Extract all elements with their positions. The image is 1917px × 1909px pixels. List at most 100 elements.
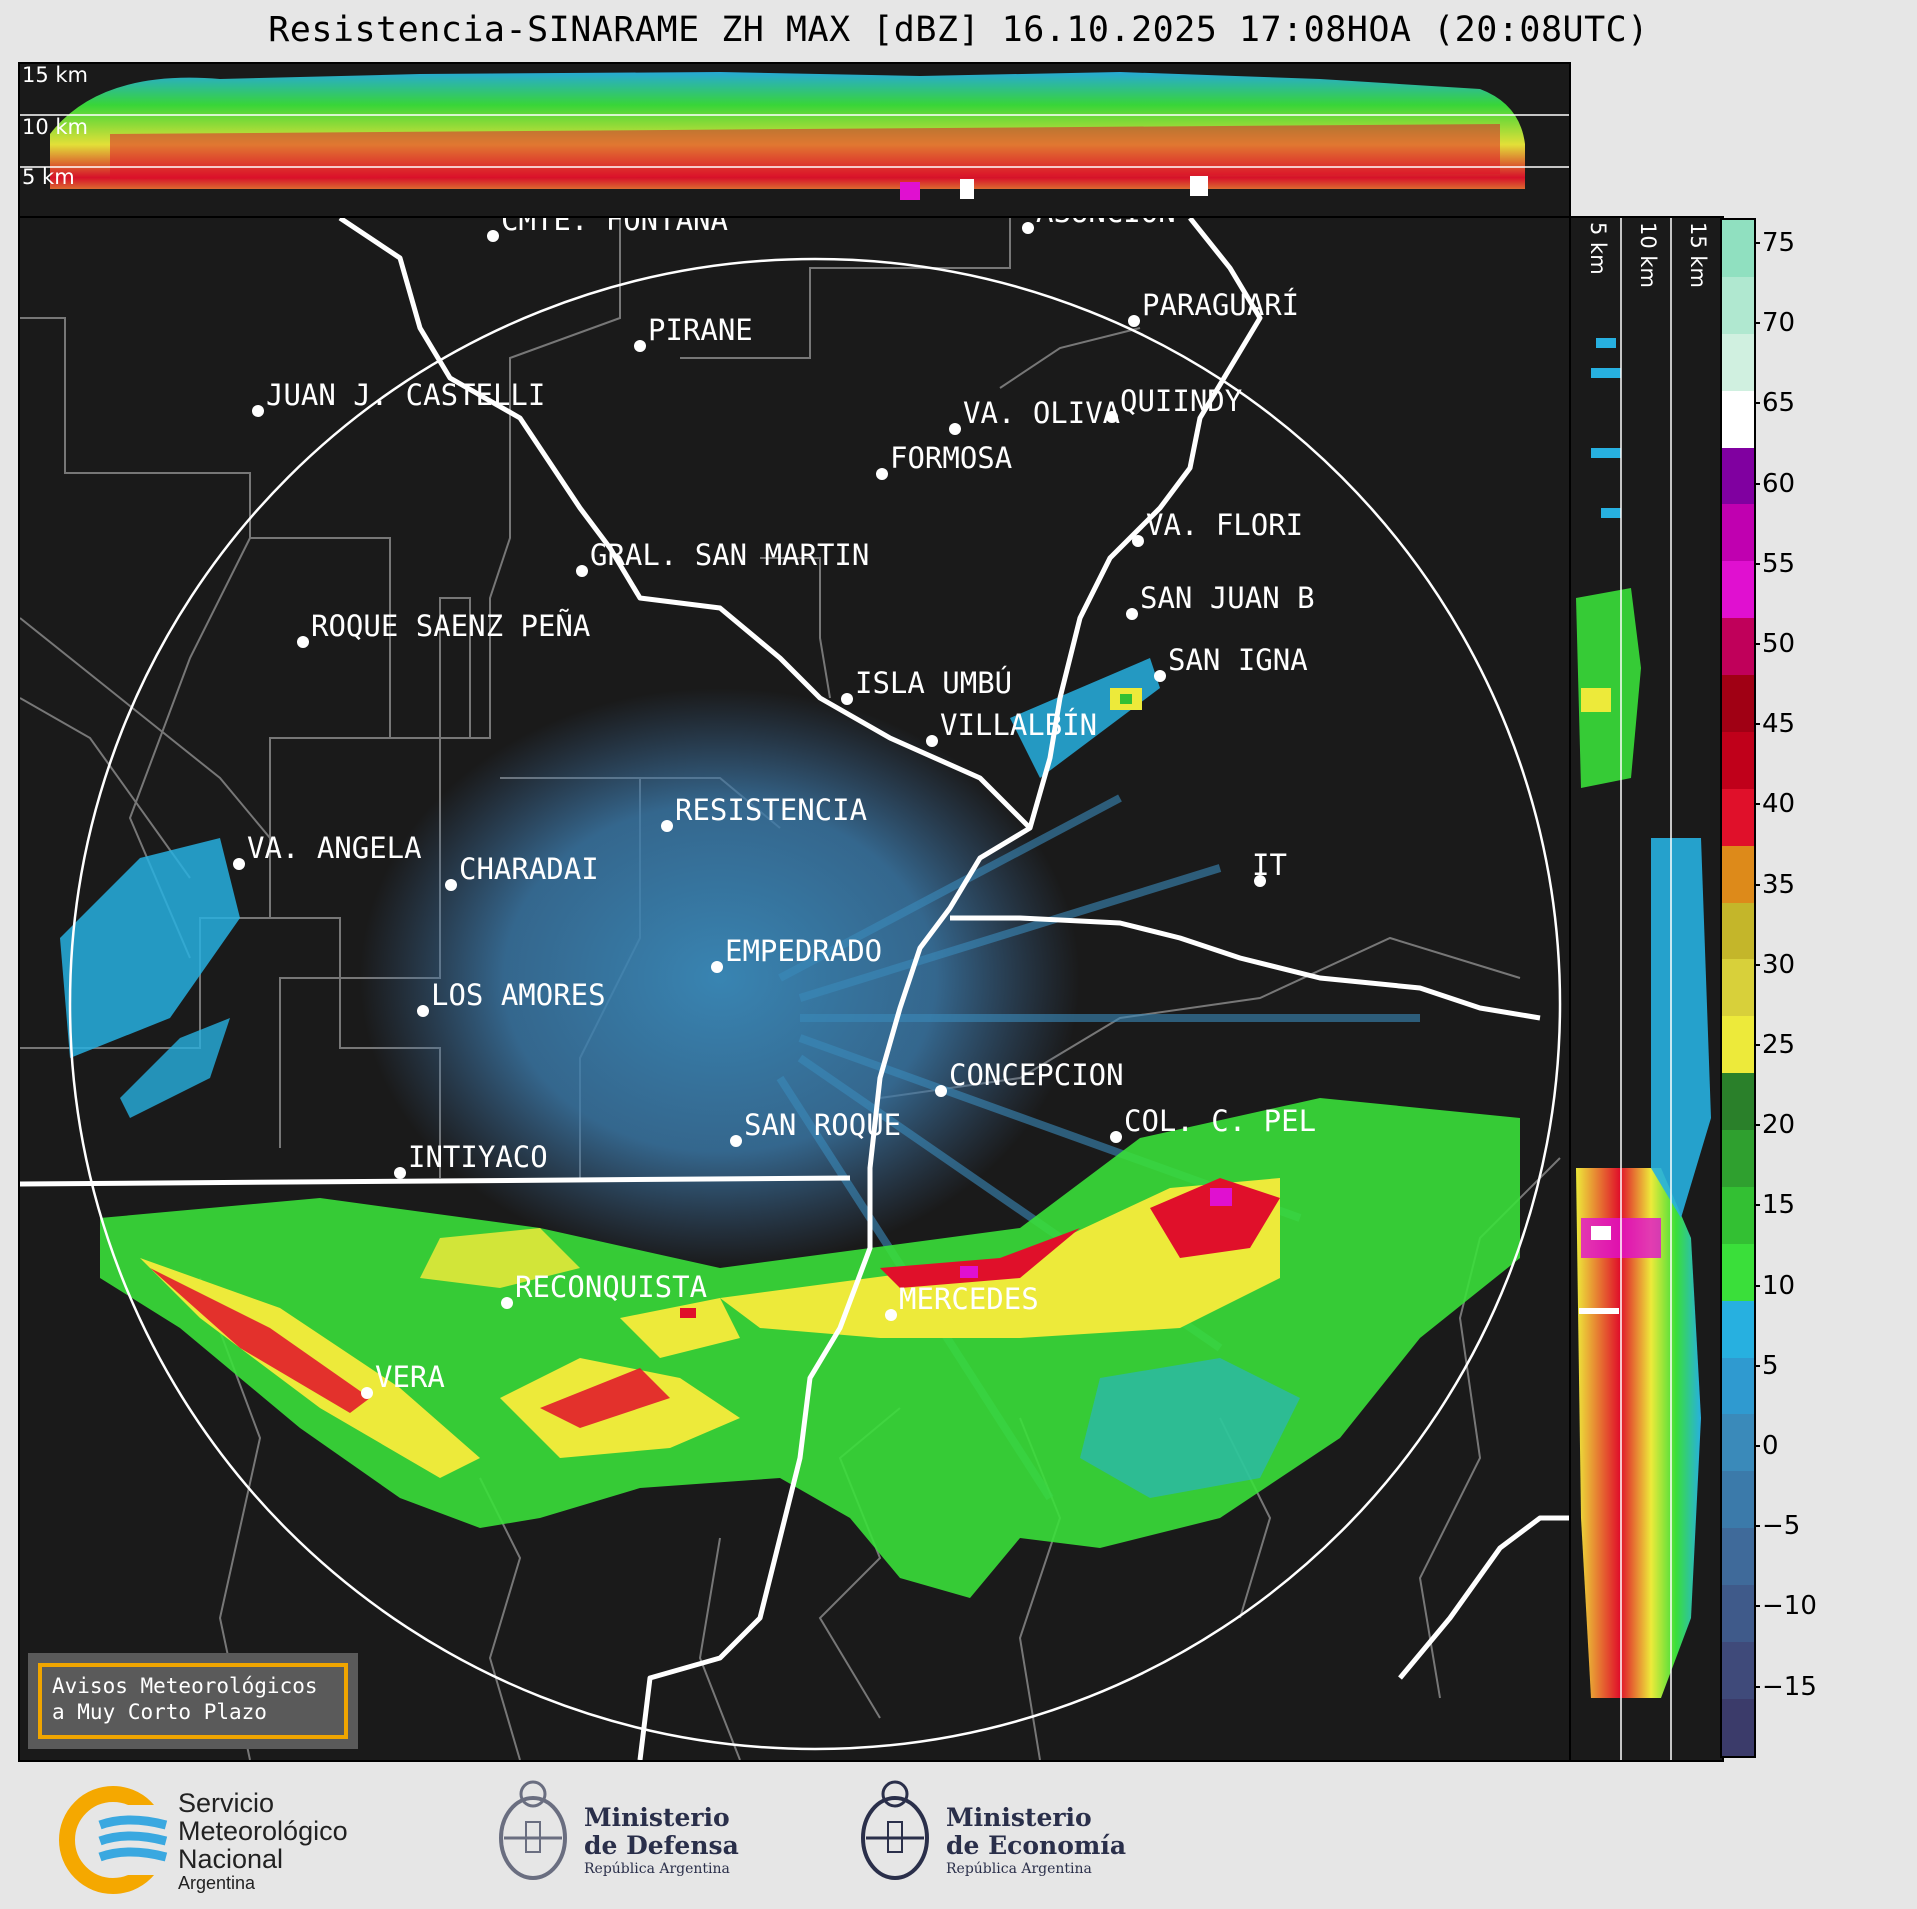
city-label: VA. ANGELA bbox=[247, 831, 422, 865]
warning-line-1: Avisos Meteorológicos bbox=[52, 1674, 318, 1698]
colorbar-tick-label: 35 bbox=[1753, 869, 1796, 900]
city-label: JUAN J. CASTELLI bbox=[266, 378, 545, 412]
city-marker-dot bbox=[661, 820, 673, 832]
city-marker-dot bbox=[1110, 1131, 1122, 1143]
coat-of-arms-icon bbox=[499, 1780, 567, 1880]
colorbar-tick-label: 65 bbox=[1753, 388, 1796, 419]
city-marker-dot bbox=[949, 423, 961, 435]
colorbar-segment bbox=[1722, 675, 1754, 732]
colorbar-tick-label: 0 bbox=[1754, 1431, 1779, 1461]
city-label: SAN ROQUE bbox=[744, 1108, 901, 1142]
colorbar-tick-label: 60 bbox=[1753, 468, 1796, 499]
side-height-label-15: 15 km bbox=[1686, 222, 1710, 288]
colorbar-segment bbox=[1722, 333, 1754, 391]
economia-line-3: República Argentina bbox=[946, 1861, 1092, 1877]
colorbar-tick-label: 55 bbox=[1753, 548, 1796, 579]
city-label: RECONQUISTA bbox=[515, 1270, 707, 1304]
top-height-label-5: 5 km bbox=[22, 165, 75, 189]
city-marker-dot bbox=[876, 468, 888, 480]
colorbar-tick-label: 30 bbox=[1753, 949, 1796, 980]
coat-of-arms-icon bbox=[861, 1780, 929, 1880]
colorbar-segment bbox=[1722, 1585, 1754, 1642]
warning-line-2: a Muy Corto Plazo bbox=[52, 1700, 267, 1724]
city-label: PARAGUARÍ bbox=[1142, 288, 1299, 322]
smn-line-2: Meteorológico bbox=[178, 1816, 348, 1846]
colorbar-tick-label: 10 bbox=[1753, 1270, 1796, 1301]
city-marker-dot bbox=[445, 879, 457, 891]
colorbar-tick-label: 15 bbox=[1753, 1190, 1796, 1221]
radar-map-svg: CMTE. FONTANA ASUNCIÓN PARAGUARÍ PIRANE JUAN… bbox=[20, 218, 1569, 1760]
smn-line-1: Servicio bbox=[178, 1788, 275, 1818]
colorbar-segment bbox=[1722, 1698, 1754, 1756]
city-label: ISLA UMBÚ bbox=[855, 666, 1012, 700]
smn-logo-icon bbox=[59, 1786, 168, 1894]
colorbar-segment bbox=[1722, 1414, 1754, 1472]
city-marker-dot bbox=[1126, 608, 1138, 620]
city-label: LOS AMORES bbox=[431, 978, 606, 1012]
city-label: CMTE. FONTANA bbox=[501, 218, 728, 237]
city-marker-dot bbox=[361, 1387, 373, 1399]
smn-line-3: Nacional bbox=[178, 1844, 284, 1874]
city-label: VILLALBÍN bbox=[940, 708, 1097, 742]
dbz-colorbar bbox=[1720, 218, 1756, 1758]
colorbar-tick-label: −10 bbox=[1754, 1591, 1817, 1622]
colorbar-segment bbox=[1722, 1243, 1754, 1301]
colorbar-tick-label: −5 bbox=[1753, 1511, 1801, 1542]
ministerio-defensa-logo: Ministerio de Defensa República Argentin… bbox=[496, 1772, 756, 1902]
economia-line-1: Ministerio bbox=[946, 1803, 1092, 1832]
city-marker-dot bbox=[885, 1309, 897, 1321]
defensa-line-3: República Argentina bbox=[584, 1861, 730, 1877]
city-marker-dot bbox=[634, 340, 646, 352]
colorbar-segment bbox=[1722, 504, 1754, 562]
colorbar-segment bbox=[1722, 1300, 1754, 1358]
side-height-label-10: 10 km bbox=[1636, 222, 1660, 288]
province-border-white bbox=[20, 1175, 851, 1187]
colorbar-segment bbox=[1722, 1186, 1754, 1244]
smn-line-4: Argentina bbox=[178, 1873, 256, 1893]
city-marker-dot bbox=[1132, 535, 1144, 547]
colorbar-segment bbox=[1722, 1471, 1754, 1529]
top-height-label-15: 15 km bbox=[22, 64, 88, 87]
city-marker-dot bbox=[1154, 670, 1166, 682]
city-label: FORMOSA bbox=[890, 441, 1012, 475]
colorbar-segment bbox=[1722, 731, 1754, 789]
side-cross-section-svg: 5 km 10 km 15 km bbox=[1576, 218, 1711, 1760]
city-label: EMPEDRADO bbox=[725, 934, 882, 968]
city-marker-dot bbox=[926, 735, 938, 747]
colorbar-segment bbox=[1722, 220, 1754, 277]
warning-button[interactable]: Avisos Meteorológicos a Muy Corto Plazo bbox=[28, 1653, 358, 1749]
top-cross-section-svg: 15 km 10 km 5 km bbox=[20, 64, 1569, 204]
city-label: SAN IGNA bbox=[1168, 643, 1308, 677]
city-marker-dot bbox=[297, 636, 309, 648]
city-marker-dot bbox=[417, 1005, 429, 1017]
city-label: ASUNCIÓN bbox=[1036, 218, 1176, 229]
city-marker-dot bbox=[576, 565, 588, 577]
city-marker-dot bbox=[841, 693, 853, 705]
city-label: VA. FLORI bbox=[1146, 508, 1303, 542]
top-height-label-10: 10 km bbox=[22, 115, 88, 139]
city-markers: CMTE. FONTANA ASUNCIÓN PARAGUARÍ PIRANE JUAN… bbox=[233, 218, 1316, 1399]
city-label: PIRANE bbox=[648, 313, 753, 347]
colorbar-tick-label: 50 bbox=[1753, 629, 1796, 659]
city-marker-dot bbox=[394, 1167, 406, 1179]
city-label: CONCEPCION bbox=[949, 1058, 1124, 1092]
colorbar-segment bbox=[1722, 561, 1754, 619]
city-label: IT bbox=[1252, 848, 1287, 882]
river-borders bbox=[338, 218, 1569, 1760]
city-marker-dot bbox=[935, 1085, 947, 1097]
map-title: Resistencia-SINARAME ZH MAX [dBZ] 16.10.… bbox=[268, 10, 1649, 50]
colorbar-segment bbox=[1722, 447, 1754, 505]
city-label: COL. C. PEL bbox=[1124, 1104, 1316, 1138]
colorbar-segment bbox=[1722, 1130, 1754, 1187]
defensa-line-2: de Defensa bbox=[584, 1831, 739, 1860]
city-marker-dot bbox=[252, 405, 264, 417]
city-marker-dot bbox=[487, 230, 499, 242]
colorbar-segment bbox=[1722, 1357, 1754, 1415]
economia-line-2: de Economía bbox=[946, 1831, 1127, 1860]
colorbar-segment bbox=[1722, 1641, 1754, 1699]
smn-logo: Servicio Meteorológico Nacional Argentin… bbox=[58, 1785, 398, 1895]
colorbar-tick-label: 5 bbox=[1754, 1350, 1779, 1381]
colorbar-tick-label: 70 bbox=[1753, 308, 1796, 339]
colorbar-segment bbox=[1722, 390, 1754, 448]
colorbar-segment bbox=[1722, 959, 1754, 1017]
